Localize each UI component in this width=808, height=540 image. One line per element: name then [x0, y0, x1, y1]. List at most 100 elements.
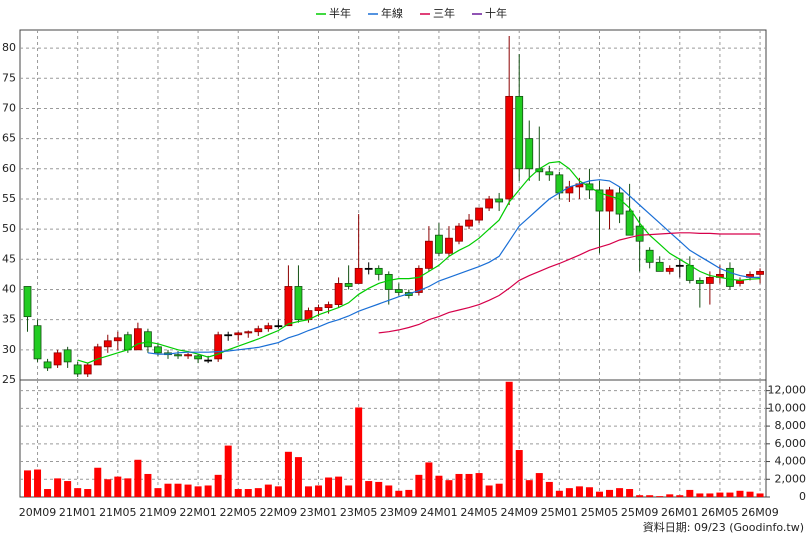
volume-bar: [24, 470, 31, 497]
volume-bar: [104, 479, 112, 497]
volume-bar: [355, 407, 363, 497]
volume-bar: [445, 480, 453, 497]
volume-bar: [325, 477, 333, 497]
y2-tick-label: 0: [799, 490, 806, 503]
volume-bar: [134, 459, 142, 497]
candle-body: [113, 337, 122, 342]
legend-label: 年線: [381, 6, 403, 20]
candle-body: [595, 189, 604, 212]
candle-body: [274, 325, 283, 328]
volume-bar: [144, 473, 152, 497]
candle-body: [224, 334, 233, 337]
volume-bar: [736, 490, 744, 497]
legend-label: 十年: [485, 6, 507, 20]
volume-bar: [74, 488, 82, 497]
candle-body: [685, 264, 694, 281]
x-tick-label: 24M09: [500, 506, 538, 519]
candle-body: [234, 332, 243, 336]
y-tick-label: 30: [2, 343, 16, 356]
candle-body: [625, 210, 634, 236]
volume-bar: [184, 484, 192, 497]
volume-bar: [335, 476, 343, 497]
volume-bar: [315, 485, 323, 497]
volume-bar: [375, 481, 383, 497]
candle-body: [63, 349, 72, 363]
volume-bar: [465, 473, 473, 497]
volume-bar: [395, 490, 403, 497]
candle-body: [284, 286, 293, 327]
candle-body: [204, 359, 213, 362]
candle-body: [675, 264, 684, 267]
candle-body: [324, 304, 333, 308]
volume-bar: [214, 474, 222, 497]
volume-bar: [405, 489, 413, 497]
candle-body: [154, 346, 162, 354]
y2-tick-label: 6,000: [775, 437, 807, 450]
y2-tick-label: 12,000: [768, 384, 807, 397]
volume-bar: [44, 489, 52, 497]
candle-body: [655, 261, 664, 272]
volume-bar: [505, 381, 513, 497]
y2-tick-label: 4,000: [775, 455, 807, 468]
price-panel: [19, 29, 767, 381]
x-tick-label: 25M01: [541, 506, 579, 519]
x-tick-label: 22M09: [260, 506, 298, 519]
x-tick-label: 23M09: [380, 506, 418, 519]
volume-bar: [224, 445, 232, 497]
y2-tick-label: 2,000: [775, 472, 807, 485]
volume-bar: [696, 493, 704, 497]
candle-body: [555, 174, 564, 194]
volume-bar: [595, 491, 603, 497]
y-tick-label: 25: [2, 373, 16, 386]
volume-bar: [636, 495, 644, 497]
x-tick-label: 21M05: [99, 506, 137, 519]
x-tick-label: 25M09: [621, 506, 659, 519]
candle-body: [756, 270, 764, 275]
volume-bar: [455, 473, 463, 497]
candle-body: [214, 334, 223, 360]
x-tick-label: 26M01: [661, 506, 699, 519]
candle-body: [103, 340, 112, 348]
x-tick-label: 21M01: [59, 506, 97, 519]
y-tick-label: 40: [2, 282, 16, 295]
volume-bar: [84, 489, 92, 497]
volume-bar: [435, 475, 443, 497]
volume-bar: [234, 489, 242, 497]
candle-body: [495, 198, 504, 203]
x-tick-label: 22M05: [219, 506, 257, 519]
volume-bar: [686, 489, 694, 497]
y2-tick-label: 10,000: [768, 401, 807, 414]
volume-bar: [124, 478, 132, 497]
volume-bar: [154, 488, 162, 497]
candle-body: [43, 361, 52, 369]
candle-body: [294, 286, 303, 321]
candle-body: [705, 277, 714, 284]
candle-body: [354, 267, 363, 284]
x-tick-label: 26M05: [701, 506, 739, 519]
volume-bar: [756, 493, 764, 497]
volume-bar: [535, 473, 543, 497]
candle-body: [384, 273, 393, 290]
y-tick-label: 80: [2, 41, 16, 54]
candle-body: [445, 237, 453, 254]
volume-panel: [19, 379, 767, 498]
candle-body: [174, 354, 182, 357]
candle-body: [485, 198, 494, 209]
candle-body: [93, 346, 102, 366]
y-tick-label: 35: [2, 313, 16, 326]
volume-bar: [726, 492, 734, 497]
volume-bar: [585, 487, 593, 497]
volume-bar: [294, 457, 302, 497]
x-tick-label: 21M09: [139, 506, 177, 519]
candle-body: [605, 189, 614, 212]
candle-body: [545, 171, 554, 176]
volume-bar: [575, 486, 583, 497]
candle-body: [73, 364, 82, 375]
candle-body: [364, 267, 373, 270]
volume-bar: [676, 495, 684, 497]
volume-bar: [525, 480, 533, 497]
y-tick-label: 75: [2, 71, 16, 84]
candle-body: [726, 267, 734, 287]
candle-body: [83, 364, 92, 375]
x-tick-label: 23M01: [300, 506, 338, 519]
